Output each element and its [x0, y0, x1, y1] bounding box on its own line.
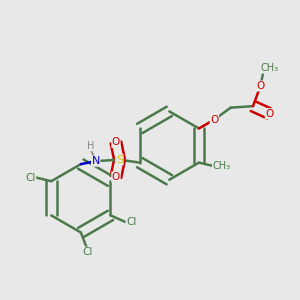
- Text: O: O: [256, 81, 265, 91]
- Text: S: S: [116, 155, 123, 165]
- Text: Cl: Cl: [126, 217, 136, 227]
- Text: CH₃: CH₃: [212, 161, 231, 171]
- Text: H: H: [87, 141, 94, 151]
- Text: Cl: Cl: [25, 172, 36, 183]
- Text: O: O: [112, 172, 120, 182]
- Text: CH₃: CH₃: [261, 63, 279, 73]
- Text: N: N: [92, 156, 100, 166]
- Text: O: O: [265, 109, 274, 118]
- Text: Cl: Cl: [83, 247, 93, 257]
- Text: O: O: [112, 137, 120, 147]
- Text: O: O: [210, 115, 218, 124]
